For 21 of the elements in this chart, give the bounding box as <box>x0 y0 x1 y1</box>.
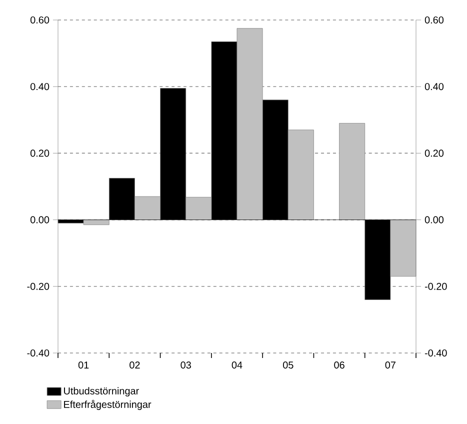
x-tick-label: 06 <box>334 362 344 369</box>
x-tick-label: 05 <box>282 362 294 369</box>
x-tick-label: 07 <box>385 362 396 369</box>
legend-label: Efterfrågestörningar <box>64 400 152 410</box>
x-tick-label: 02 <box>130 362 140 369</box>
y2-tick-label: -0.20 <box>424 282 447 290</box>
y2-tick-label: 0.60 <box>424 16 444 24</box>
y-tick-label: -0.20 <box>27 282 50 290</box>
y-tick-label: 0.20 <box>30 150 50 157</box>
y-tick-label: 0.00 <box>30 216 50 224</box>
y2-tick-label: 0.00 <box>424 216 444 224</box>
x-tick-label: 01 <box>78 362 89 369</box>
y-tick-label: 0.60 <box>30 16 50 24</box>
legend-label: Utbudsstörningar <box>64 387 139 396</box>
y-tick-label: -0.40 <box>27 349 50 357</box>
y2-tick-label: -0.40 <box>424 349 447 357</box>
y-tick-label: 0.40 <box>30 83 50 90</box>
x-tick-label: 04 <box>232 362 242 369</box>
x-tick-label: 03 <box>180 362 191 369</box>
y2-tick-label: 0.20 <box>424 150 444 157</box>
y2-tick-label: 0.40 <box>424 83 444 90</box>
